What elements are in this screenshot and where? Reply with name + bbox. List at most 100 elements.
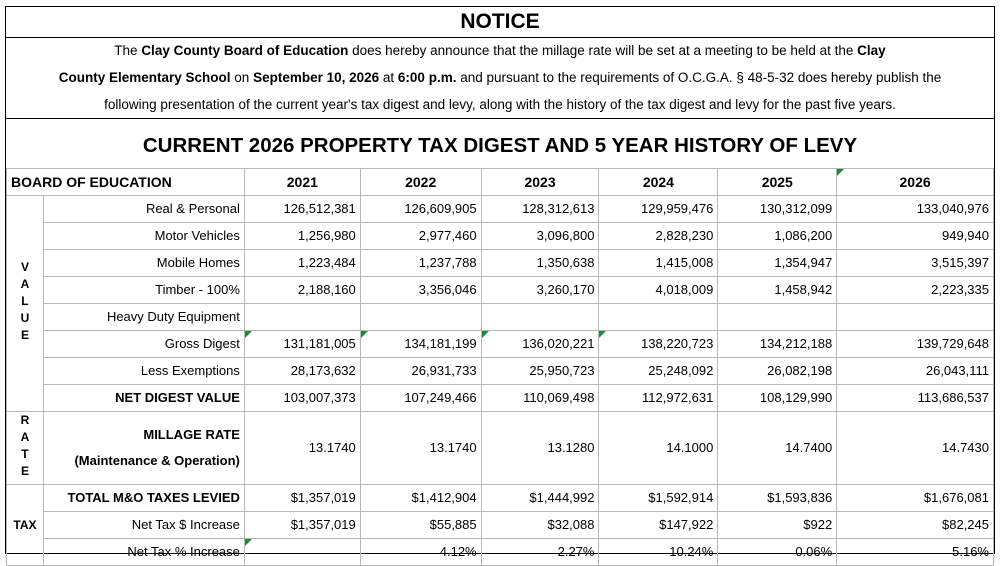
cell[interactable] bbox=[243, 303, 361, 331]
cell[interactable]: 26,043,111 bbox=[836, 357, 994, 385]
comment-marker-icon bbox=[837, 169, 845, 176]
notice-sheet: NOTICE The Clay County Board of Educatio… bbox=[5, 6, 995, 566]
cell[interactable]: 3,515,397 bbox=[836, 249, 994, 277]
cell[interactable]: 112,972,631 bbox=[598, 384, 719, 412]
notice-text: The Clay County Board of Education does … bbox=[6, 37, 994, 119]
cell[interactable]: 134,212,188 bbox=[717, 330, 838, 358]
cell[interactable]: 1,354,947 bbox=[717, 249, 838, 277]
cell[interactable]: 2.27% bbox=[480, 538, 600, 566]
cell[interactable]: 126,609,905 bbox=[359, 195, 482, 223]
cell[interactable]: 2,977,460 bbox=[359, 222, 482, 250]
cell[interactable]: 133,040,976 bbox=[836, 195, 994, 223]
text-run: The bbox=[114, 43, 142, 58]
cell[interactable]: 1,237,788 bbox=[359, 249, 482, 277]
cell[interactable]: 5.16% bbox=[836, 538, 994, 566]
cell[interactable]: 108,129,990 bbox=[717, 384, 838, 412]
cell[interactable]: 129,959,476 bbox=[598, 195, 719, 223]
cell[interactable]: 4.12% bbox=[359, 538, 482, 566]
year-header: 2022 bbox=[359, 168, 482, 196]
cell[interactable]: $1,357,019 bbox=[243, 484, 361, 512]
cell[interactable]: 1,350,638 bbox=[480, 249, 600, 277]
cell[interactable]: 4,018,009 bbox=[598, 276, 719, 304]
cell[interactable]: 2,828,230 bbox=[598, 222, 719, 250]
cell[interactable]: 10.24% bbox=[598, 538, 719, 566]
year-header: 2026 bbox=[836, 168, 994, 196]
row-label: Timber - 100% bbox=[42, 276, 245, 304]
cell[interactable]: 949,940 bbox=[836, 222, 994, 250]
cell[interactable]: 130,312,099 bbox=[717, 195, 838, 223]
cell[interactable]: 1,458,942 bbox=[717, 276, 838, 304]
cell[interactable]: 13.1280 bbox=[480, 411, 600, 485]
cell[interactable]: 14.7430 bbox=[836, 411, 994, 485]
cell[interactable]: 2,188,160 bbox=[243, 276, 361, 304]
cell[interactable]: 107,249,466 bbox=[359, 384, 482, 412]
cell[interactable]: $1,357,019 bbox=[243, 511, 361, 539]
cell[interactable]: 134,181,199 bbox=[359, 330, 482, 358]
cell[interactable]: 110,069,498 bbox=[480, 384, 600, 412]
cell[interactable]: $1,676,081 bbox=[836, 484, 994, 512]
table-row: Net Tax $ Increase $1,357,019 $55,885 $3… bbox=[7, 511, 994, 539]
cell[interactable]: $55,885 bbox=[359, 511, 482, 539]
cell[interactable]: $82,245 bbox=[836, 511, 994, 539]
cell[interactable]: 1,415,008 bbox=[598, 249, 719, 277]
cell[interactable]: 25,950,723 bbox=[480, 357, 600, 385]
cell[interactable]: 14.7400 bbox=[717, 411, 838, 485]
cell[interactable] bbox=[359, 303, 482, 331]
cell[interactable]: 113,686,537 bbox=[836, 384, 994, 412]
meeting-date: September 10, 2026 bbox=[253, 70, 380, 85]
cell[interactable]: 138,220,723 bbox=[598, 330, 719, 358]
cell[interactable] bbox=[598, 303, 719, 331]
table-row: NET DIGEST VALUE 103,007,373 107,249,466… bbox=[7, 384, 994, 412]
cell[interactable] bbox=[480, 303, 600, 331]
cell[interactable]: $922 bbox=[717, 511, 838, 539]
notice-title: NOTICE bbox=[6, 7, 994, 38]
row-label: Real & Personal bbox=[42, 195, 245, 223]
cell[interactable]: 26,082,198 bbox=[717, 357, 838, 385]
comment-marker-icon bbox=[482, 331, 489, 338]
table-heading: CURRENT 2026 PROPERTY TAX DIGEST AND 5 Y… bbox=[6, 118, 994, 169]
cell[interactable]: 28,173,632 bbox=[243, 357, 361, 385]
cell[interactable]: $1,412,904 bbox=[359, 484, 482, 512]
cell[interactable]: 2,223,335 bbox=[836, 276, 994, 304]
corner-label: BOARD OF EDUCATION bbox=[6, 168, 245, 196]
cell[interactable]: 139,729,648 bbox=[836, 330, 994, 358]
cell[interactable]: 13.1740 bbox=[243, 411, 361, 485]
cell[interactable]: $1,444,992 bbox=[480, 484, 600, 512]
cell[interactable]: 1,223,484 bbox=[243, 249, 361, 277]
cell[interactable]: 3,096,800 bbox=[480, 222, 600, 250]
cell[interactable]: 14.1000 bbox=[598, 411, 719, 485]
comment-marker-icon bbox=[361, 331, 368, 338]
cell[interactable]: 13.1740 bbox=[359, 411, 482, 485]
table-row: Gross Digest 131,181,005 134,181,199 136… bbox=[7, 330, 994, 358]
notice-line-2: County Elementary School on September 10… bbox=[6, 64, 994, 91]
comment-marker-icon bbox=[599, 331, 607, 338]
year-header: 2023 bbox=[480, 168, 600, 196]
row-label: Motor Vehicles bbox=[42, 222, 245, 250]
comment-marker-icon bbox=[245, 539, 252, 546]
cell[interactable]: 25,248,092 bbox=[598, 357, 719, 385]
cell[interactable]: $147,922 bbox=[598, 511, 719, 539]
cell[interactable] bbox=[836, 303, 994, 331]
cell[interactable]: 1,256,980 bbox=[243, 222, 361, 250]
cell[interactable]: 103,007,373 bbox=[243, 384, 361, 412]
cell[interactable] bbox=[243, 538, 361, 566]
cell[interactable]: 0.06% bbox=[717, 538, 838, 566]
cell[interactable]: 3,260,170 bbox=[480, 276, 600, 304]
cell[interactable]: 128,312,613 bbox=[480, 195, 600, 223]
cell[interactable]: 1,086,200 bbox=[717, 222, 838, 250]
cell[interactable]: $1,592,914 bbox=[598, 484, 719, 512]
cell[interactable]: $32,088 bbox=[480, 511, 600, 539]
comment-marker-icon bbox=[245, 331, 252, 338]
cell[interactable]: 26,931,733 bbox=[359, 357, 482, 385]
row-label: Heavy Duty Equipment bbox=[42, 303, 245, 331]
cell[interactable] bbox=[717, 303, 838, 331]
cell[interactable]: 136,020,221 bbox=[480, 330, 600, 358]
cell[interactable]: 3,356,046 bbox=[359, 276, 482, 304]
cell[interactable]: 131,181,005 bbox=[243, 330, 361, 358]
cell[interactable]: 126,512,381 bbox=[243, 195, 361, 223]
text-run: on bbox=[230, 70, 254, 85]
cell[interactable]: $1,593,836 bbox=[717, 484, 838, 512]
